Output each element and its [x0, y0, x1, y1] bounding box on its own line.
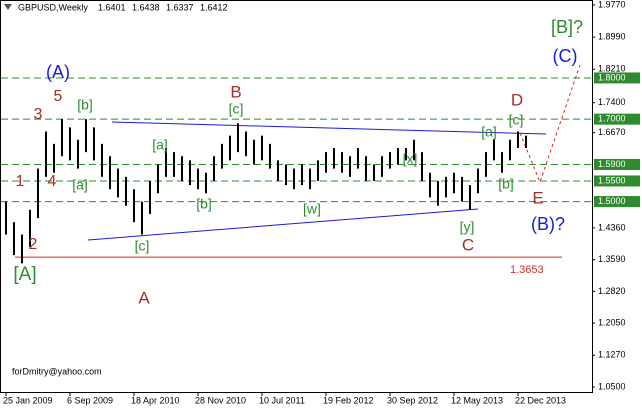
y-tick-label: 1.7400 — [598, 97, 626, 107]
header-value: 1.6401 — [98, 2, 126, 12]
x-tick-label: 6 Sep 2009 — [67, 395, 113, 405]
wave-label: [c] — [229, 101, 244, 117]
wave-label: (C) — [553, 46, 578, 66]
header-value: 1.6337 — [166, 2, 194, 12]
wave-label: [a] — [481, 124, 497, 140]
x-tick-label: 25 Jan 2009 — [3, 395, 53, 405]
level-label-bg — [594, 158, 640, 170]
arrow-icon — [4, 4, 12, 10]
level-label: 1.5000 — [598, 196, 626, 206]
wave-label: 1 — [16, 173, 25, 190]
trend-line — [111, 121, 547, 135]
x-tick-label: 19 Feb 2012 — [323, 395, 374, 405]
wave-label: (A) — [46, 62, 70, 82]
wave-label: [b] — [196, 196, 212, 212]
wave-label: [c] — [135, 238, 150, 254]
wave-label: 5 — [54, 88, 63, 105]
wave-label: E — [532, 188, 543, 207]
x-tick-label: 18 Apr 2010 — [131, 395, 180, 405]
x-tick-label: 22 Dec 2013 — [515, 395, 566, 405]
wave-label: 4 — [48, 173, 57, 190]
x-tick-label: 30 Sep 2012 — [387, 395, 438, 405]
y-tick-label: 1.0500 — [598, 381, 626, 391]
level-label-bg — [594, 175, 640, 187]
wave-label: [B]? — [551, 17, 583, 37]
level-label-bg — [594, 196, 640, 208]
y-tick-label: 1.2820 — [598, 286, 626, 296]
level-label: 1.5900 — [598, 159, 626, 169]
level-label: 1.8000 — [598, 72, 626, 82]
level-label: 1.7000 — [598, 114, 626, 124]
wave-label: [y] — [460, 219, 475, 235]
trend-line — [87, 208, 479, 241]
wave-label: [b] — [498, 176, 514, 192]
level-label: 1.5500 — [598, 175, 626, 185]
x-tick-label: 10 Jul 2011 — [259, 395, 305, 405]
wave-label: (B)? — [531, 214, 565, 234]
wave-label: [b] — [77, 97, 93, 113]
header-value: 1.6412 — [200, 2, 228, 12]
wave-label: [w] — [303, 201, 321, 217]
wave-label: [a] — [152, 137, 168, 153]
y-tick-label: 1.8990 — [598, 32, 626, 42]
wave-label: [A] — [13, 264, 36, 285]
y-tick-label: 1.1270 — [598, 350, 626, 360]
wave-label: 3 — [34, 106, 43, 123]
y-tick-label: 1.9770 — [598, 0, 626, 9]
plot-frame — [0, 0, 593, 393]
wave-label: [c] — [509, 112, 524, 128]
wave-label: 2 — [29, 236, 38, 253]
wave-label: [a] — [72, 177, 88, 193]
x-tick-label: 12 May 2013 — [451, 395, 503, 405]
support-label: 1.3653 — [510, 264, 544, 276]
y-tick-label: 1.3590 — [598, 254, 626, 264]
y-tick-label: 1.2050 — [598, 318, 626, 328]
wave-label: [x] — [403, 151, 418, 167]
x-tick-label: 28 Nov 2010 — [195, 395, 246, 405]
wave-label: B — [230, 82, 241, 101]
level-label-bg — [594, 72, 640, 84]
wave-label: A — [138, 288, 150, 307]
header-value: 1.6438 — [132, 2, 160, 12]
watermark: forDmitry@yahoo.com — [12, 366, 102, 376]
wave-label: C — [462, 235, 474, 254]
wave-label: D — [511, 90, 523, 109]
level-label-bg — [594, 113, 640, 125]
y-tick-label: 1.8210 — [598, 64, 626, 74]
chart-header: GBPUSD,Weekly — [18, 2, 88, 12]
y-tick-label: 1.6670 — [598, 127, 626, 137]
y-tick-label: 1.4360 — [598, 222, 626, 232]
